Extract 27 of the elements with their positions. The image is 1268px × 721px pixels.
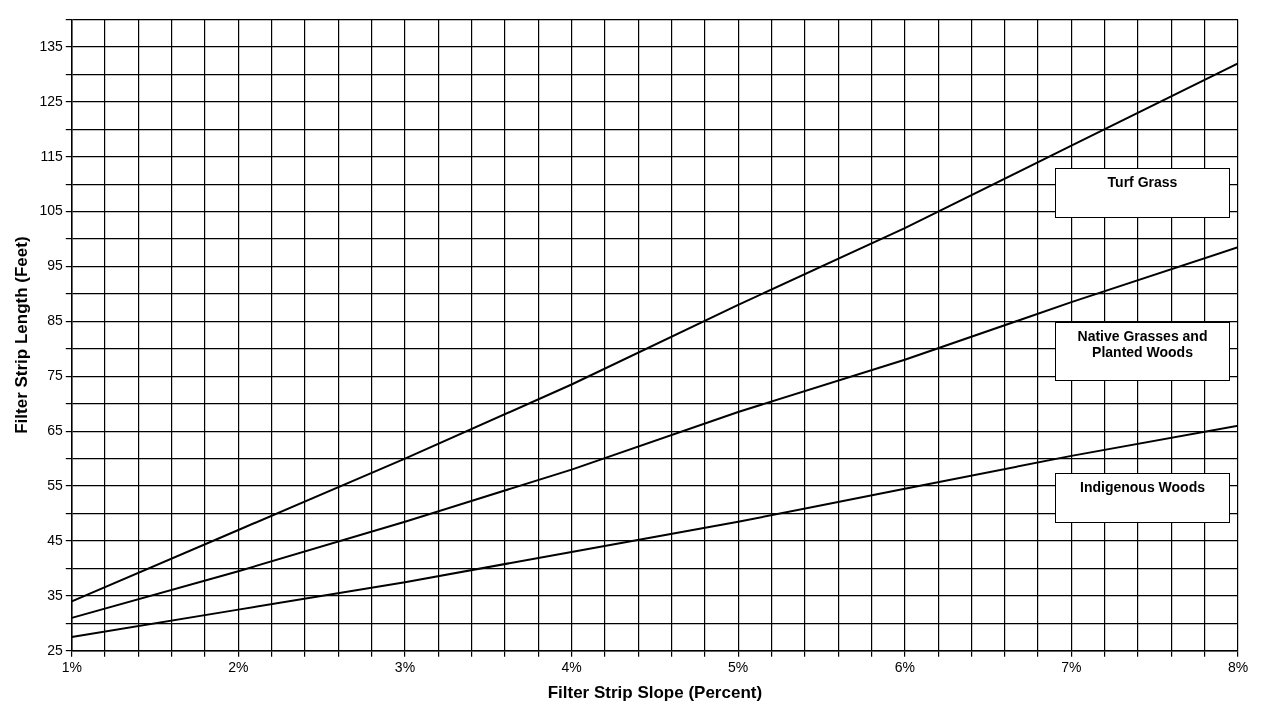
x-tick-label: 2% [228,659,249,676]
x-tick-label: 7% [1061,659,1082,676]
y-tick-label: 55 [47,476,63,493]
y-tick-label: 115 [40,147,63,164]
x-tick-label: 3% [394,659,416,676]
y-tick-label: 125 [39,92,63,109]
text-box: Turf Grass [1055,167,1230,218]
y-tick-label: 95 [47,257,63,274]
x-tick-label: 8% [1227,659,1249,676]
x-axis-title: Filter Strip Slope (Percent) [547,683,763,703]
y-tick-label: 35 [47,586,63,603]
x-tick-label: 1% [61,659,82,676]
x-tick-label: 5% [728,659,749,676]
series-label: Indigenous Woods [1080,479,1205,496]
x-tick-label: 6% [894,659,915,676]
y-tick-label: 75 [47,367,63,384]
y-tick-label: 45 [47,531,63,548]
x-tick-label: 4% [561,659,582,676]
y-tick-label: 25 [47,641,63,658]
text-box: Indigenous Woods [1055,473,1230,524]
y-tick-label: 105 [39,202,63,219]
series-label: Native Grasses and Planted Woods [1077,327,1208,360]
y-tick-label: 85 [47,312,63,329]
y-axis-title: Filter Strip Length (Feet) [11,236,31,434]
y-tick-label: 135 [39,37,63,54]
text-box: Native Grasses and Planted Woods [1055,321,1230,381]
y-tick-label: 65 [47,422,63,439]
